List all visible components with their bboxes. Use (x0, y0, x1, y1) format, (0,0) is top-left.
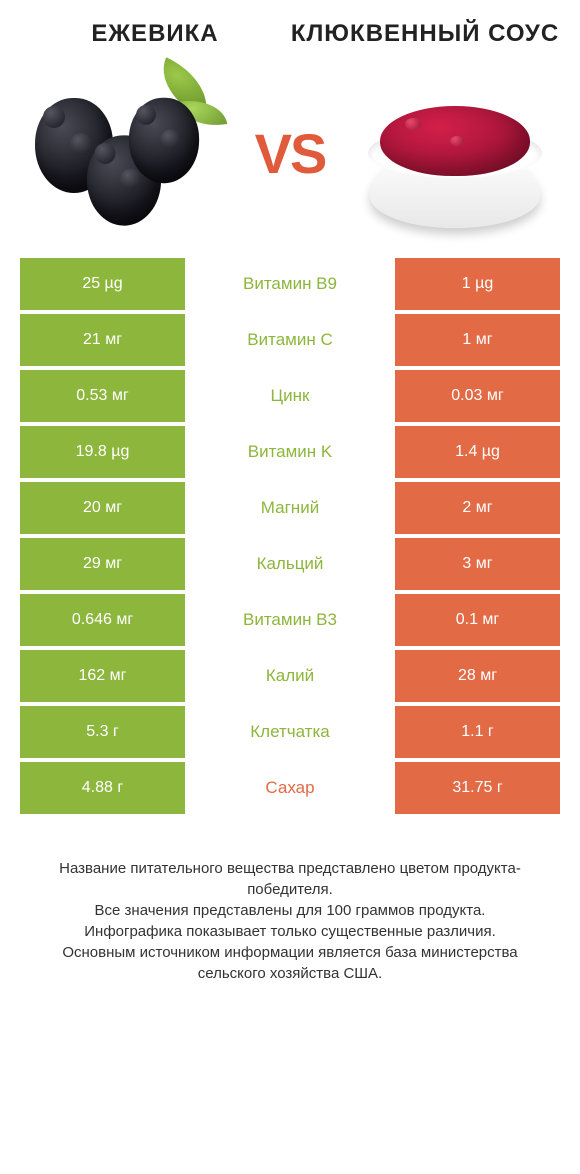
table-row: 0.53 мгЦинк0.03 мг (20, 370, 560, 422)
right-product-title: КЛЮКВЕННЫЙ СОУС (290, 20, 560, 48)
left-value-cell: 19.8 µg (20, 426, 185, 478)
nutrient-label: Сахар (185, 762, 395, 814)
footer-notes: Название питательного вещества представл… (0, 818, 580, 984)
table-row: 19.8 µgВитамин K1.4 µg (20, 426, 560, 478)
left-value-cell: 25 µg (20, 258, 185, 310)
table-row: 20 мгМагний2 мг (20, 482, 560, 534)
nutrient-label: Витамин C (185, 314, 395, 366)
left-value-cell: 20 мг (20, 482, 185, 534)
nutrient-label: Клетчатка (185, 706, 395, 758)
nutrient-label: Кальций (185, 538, 395, 590)
table-row: 29 мгКальций3 мг (20, 538, 560, 590)
right-value-cell: 1.4 µg (395, 426, 560, 478)
header: ЕЖЕВИКА КЛЮКВЕННЫЙ СОУС (0, 0, 580, 58)
left-value-cell: 21 мг (20, 314, 185, 366)
table-row: 21 мгВитамин C1 мг (20, 314, 560, 366)
right-value-cell: 0.03 мг (395, 370, 560, 422)
table-row: 0.646 мгВитамин B30.1 мг (20, 594, 560, 646)
right-value-cell: 1 µg (395, 258, 560, 310)
nutrient-label: Калий (185, 650, 395, 702)
left-value-cell: 0.646 мг (20, 594, 185, 646)
left-value-cell: 4.88 г (20, 762, 185, 814)
nutrient-label: Магний (185, 482, 395, 534)
left-product-image (20, 68, 230, 238)
footer-line: Инфографика показывает только существенн… (35, 921, 545, 942)
left-product-title: ЕЖЕВИКА (20, 20, 290, 48)
right-value-cell: 28 мг (395, 650, 560, 702)
left-value-cell: 0.53 мг (20, 370, 185, 422)
table-row: 4.88 гСахар31.75 г (20, 762, 560, 814)
vs-row: VS (0, 58, 580, 258)
table-row: 5.3 гКлетчатка1.1 г (20, 706, 560, 758)
nutrient-label: Витамин B3 (185, 594, 395, 646)
left-value-cell: 5.3 г (20, 706, 185, 758)
cranberry-sauce-icon (360, 68, 550, 238)
right-value-cell: 1 мг (395, 314, 560, 366)
table-row: 162 мгКалий28 мг (20, 650, 560, 702)
nutrient-label: Витамин K (185, 426, 395, 478)
footer-line: Основным источником информации является … (35, 942, 545, 984)
vs-label: VS (230, 121, 350, 186)
right-value-cell: 3 мг (395, 538, 560, 590)
left-value-cell: 162 мг (20, 650, 185, 702)
nutrient-label: Витамин B9 (185, 258, 395, 310)
footer-line: Все значения представлены для 100 граммо… (35, 900, 545, 921)
comparison-table: 25 µgВитамин B91 µg21 мгВитамин C1 мг0.5… (0, 258, 580, 814)
right-value-cell: 1.1 г (395, 706, 560, 758)
left-value-cell: 29 мг (20, 538, 185, 590)
right-value-cell: 0.1 мг (395, 594, 560, 646)
footer-line: Название питательного вещества представл… (35, 858, 545, 900)
table-row: 25 µgВитамин B91 µg (20, 258, 560, 310)
nutrient-label: Цинк (185, 370, 395, 422)
right-value-cell: 2 мг (395, 482, 560, 534)
right-value-cell: 31.75 г (395, 762, 560, 814)
blackberry-icon (30, 68, 220, 238)
right-product-image (350, 68, 560, 238)
